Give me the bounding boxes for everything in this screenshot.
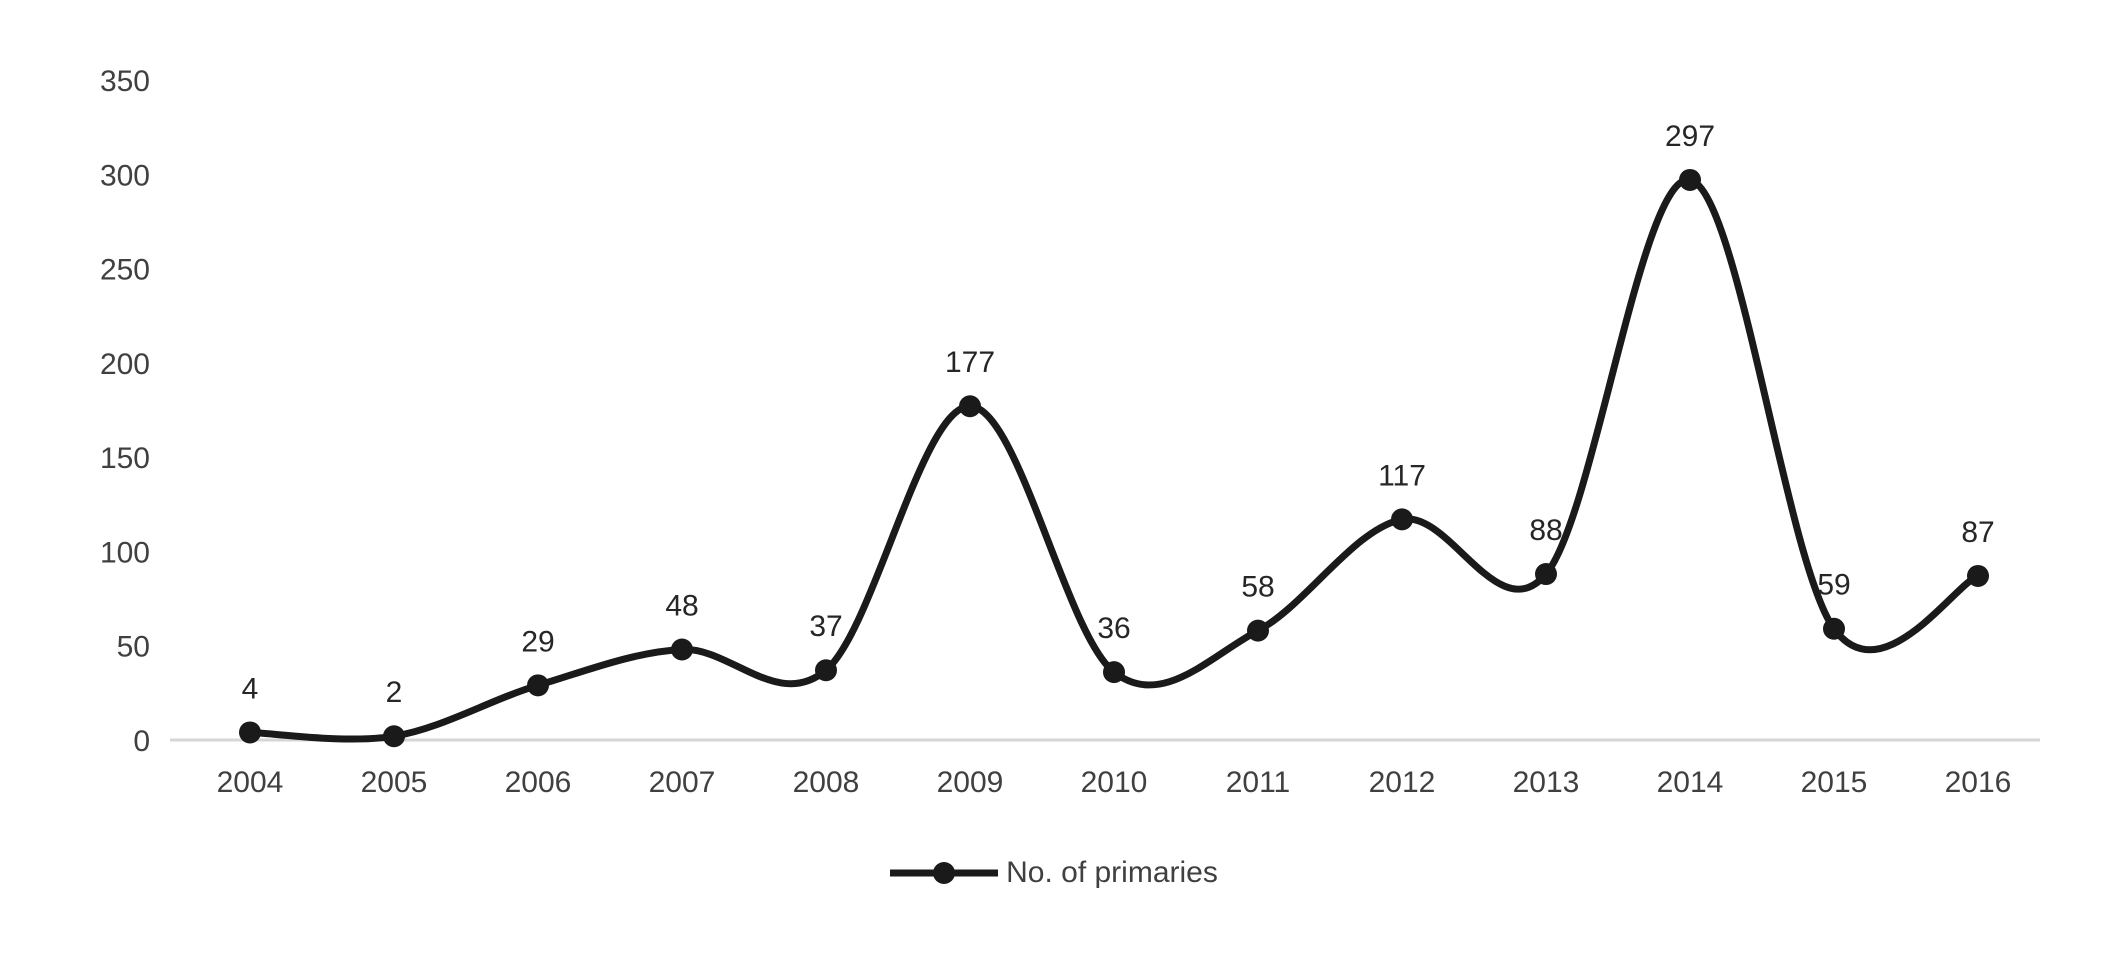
data-point-label: 29 — [521, 625, 554, 658]
data-point-label: 2 — [386, 676, 403, 709]
y-axis-tick-label: 200 — [100, 348, 150, 381]
x-axis-tick-label: 2011 — [1226, 766, 1291, 799]
data-point-marker — [527, 674, 549, 697]
data-point-label: 297 — [1665, 120, 1715, 153]
x-axis-tick-label: 2010 — [1081, 766, 1148, 799]
data-point-marker — [1679, 168, 1701, 191]
y-axis-tick-label: 0 — [133, 725, 150, 758]
x-axis-tick-label: 2014 — [1657, 766, 1724, 799]
legend-label: No. of primaries — [1006, 856, 1218, 889]
y-axis-tick-label: 100 — [100, 536, 150, 569]
data-point-marker — [959, 395, 981, 418]
data-point-label: 87 — [1961, 516, 1994, 549]
data-point-marker — [671, 638, 693, 661]
data-point-marker — [383, 725, 405, 748]
legend-line-marker-icon — [890, 862, 999, 884]
data-point-marker — [1247, 619, 1269, 642]
data-point-label: 88 — [1529, 514, 1562, 547]
data-point-marker — [1391, 508, 1413, 531]
data-point-label: 37 — [809, 610, 842, 643]
data-point-label: 36 — [1097, 612, 1130, 645]
data-point-label: 58 — [1241, 571, 1274, 604]
chart-plot-area: 0 50 100 150 200 250 300 350 2004 2005 2006 2007 200… — [100, 65, 2040, 799]
data-point-marker — [1103, 661, 1125, 684]
data-point-label: 117 — [1378, 459, 1426, 492]
data-point-marker — [1823, 617, 1845, 640]
data-point-label: 48 — [665, 589, 698, 622]
x-axis-tick-label: 2016 — [1945, 766, 2012, 799]
x-axis-tick-label: 2013 — [1513, 766, 1580, 799]
data-point-marker — [1535, 563, 1557, 586]
x-axis-tick-label: 2012 — [1369, 766, 1436, 799]
x-axis-tick-label: 2008 — [793, 766, 860, 799]
y-axis-tick-label: 300 — [100, 159, 150, 192]
x-axis-tick-label: 2006 — [505, 766, 572, 799]
y-axis-tick-label: 50 — [117, 631, 150, 664]
data-point-marker — [815, 659, 837, 682]
data-point-label: 177 — [945, 346, 995, 379]
data-point-label: 59 — [1817, 569, 1850, 602]
y-axis-tick-label: 150 — [100, 442, 150, 475]
x-axis-tick-label: 2005 — [361, 766, 428, 799]
series-line — [246, 176, 1982, 743]
y-axis-tick-label: 250 — [100, 254, 150, 287]
y-axis-tick-label: 350 — [100, 65, 150, 98]
x-axis-tick-label: 2009 — [937, 766, 1004, 799]
data-point-marker — [239, 721, 261, 744]
data-point-label: 4 — [242, 672, 259, 705]
x-axis-tick-label: 2015 — [1801, 766, 1868, 799]
x-axis-tick-label: 2004 — [217, 766, 284, 799]
x-axis-tick-label: 2007 — [649, 766, 716, 799]
data-point-marker — [1967, 564, 1989, 587]
chart-legend: No. of primaries — [0, 856, 2104, 890]
